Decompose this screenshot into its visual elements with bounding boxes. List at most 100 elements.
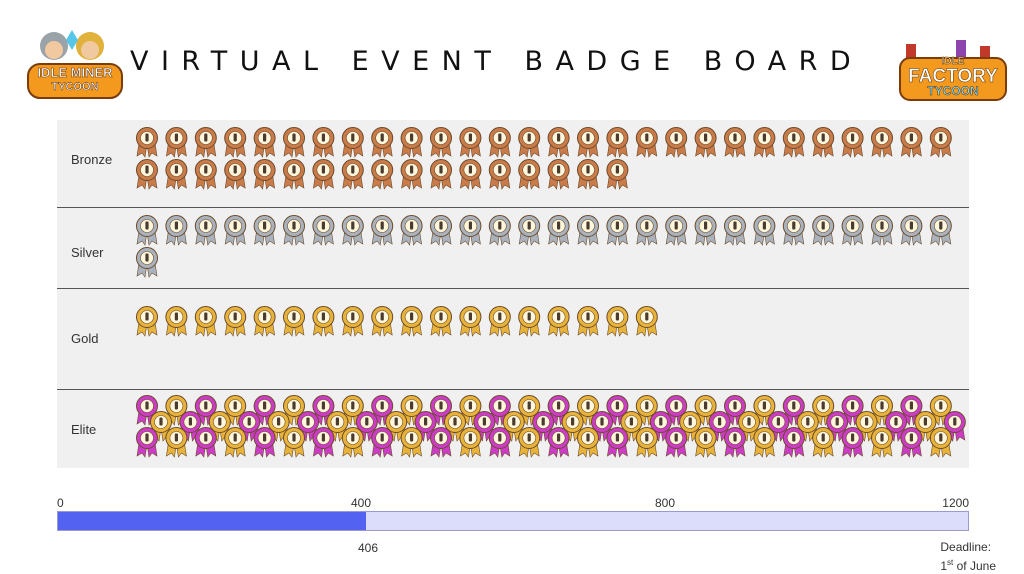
badge-icon: [312, 427, 335, 458]
idle-factory-logo-icon: [899, 40, 1007, 101]
badge-icon: [165, 127, 188, 158]
badge-icon: [253, 215, 276, 246]
badge-icon: [312, 159, 335, 190]
bronze-badges: [136, 127, 952, 190]
badge-icon: [400, 427, 423, 458]
badge-icon: [724, 127, 746, 158]
badge-icon: [341, 159, 364, 190]
badge-icon: [753, 127, 776, 158]
badge-icon: [194, 127, 217, 158]
badge-icon: [606, 306, 629, 337]
badge-icon: [547, 127, 570, 158]
badge-icon: [136, 215, 158, 246]
deadline-suffix: st: [947, 558, 954, 567]
badge-icon: [841, 127, 864, 158]
badge-icon: [900, 215, 923, 246]
badge-icon: [753, 215, 776, 246]
badge-icon: [812, 427, 835, 458]
badge-icon: [812, 215, 835, 246]
badge-icon: [165, 215, 188, 246]
badge-icon: [430, 306, 452, 337]
badge-icon: [430, 215, 452, 246]
badge-icon: [459, 215, 482, 246]
badge-icon: [430, 159, 452, 190]
badge-icon: [400, 215, 423, 246]
badge-icon: [165, 306, 188, 337]
badge-icon: [841, 215, 864, 246]
deadline-title: Deadline:: [940, 540, 992, 554]
badge-icon: [871, 215, 893, 246]
badge-icon: [665, 127, 688, 158]
badge-icon: [400, 306, 423, 337]
badge-icon: [488, 159, 511, 190]
badge-icon: [165, 159, 188, 190]
badge-icon: [665, 427, 688, 458]
badge-icon: [283, 215, 305, 246]
badge-icon: [577, 215, 599, 246]
idle-miner-logo-icon: [27, 30, 123, 99]
badge-icon: [518, 306, 541, 337]
badge-icon: [812, 127, 835, 158]
badge-icon: [459, 306, 482, 337]
logo-right-line-1: IDLE: [941, 56, 965, 68]
badge-icon: [635, 127, 658, 158]
badge-icon: [782, 215, 805, 246]
idle-factory-tycoon-logo: IDLE FACTORY TYCOON: [896, 40, 1010, 104]
badge-icon: [312, 306, 335, 337]
badge-icon: [194, 159, 217, 190]
axis-tick: 1200: [942, 496, 969, 510]
badge-icon: [283, 427, 305, 458]
badge-icon: [253, 427, 276, 458]
badge-icon: [194, 215, 217, 246]
badge-icon: [694, 215, 717, 246]
badge-icon: [194, 306, 217, 337]
badge-icon: [606, 427, 629, 458]
progress-bar: [57, 511, 969, 531]
badge-icon: [547, 427, 570, 458]
badge-icon: [253, 306, 276, 337]
badge-icon: [518, 427, 541, 458]
badge-icon: [518, 159, 541, 190]
badge-icon: [900, 127, 923, 158]
badge-icon: [283, 127, 305, 158]
badge-icon: [459, 427, 482, 458]
badge-icon: [577, 306, 599, 337]
axis-tick: 0: [57, 496, 64, 510]
logo-left-line-1: IDLE MINER: [37, 65, 113, 80]
badge-icon: [694, 427, 717, 458]
badge-icon: [371, 306, 394, 337]
badge-icon: [635, 306, 658, 337]
badge-icon: [400, 127, 423, 158]
badge-icon: [224, 215, 247, 246]
badge-icon: [430, 127, 452, 158]
row-gold: Gold: [57, 289, 969, 389]
badge-icon: [459, 127, 482, 158]
badge-icon: [341, 215, 364, 246]
badge-icon: [194, 427, 217, 458]
badge-icon: [165, 427, 188, 458]
row-divider: [57, 288, 969, 289]
badge-icon: [665, 395, 688, 426]
badge-icon: [518, 127, 541, 158]
badge-icon: [253, 159, 276, 190]
row-divider: [57, 389, 969, 390]
badge-icon: [547, 215, 570, 246]
badge-icon: [841, 427, 864, 458]
badge-icon: [488, 427, 511, 458]
row-bronze: Bronze: [57, 120, 969, 207]
badge-icon: [724, 215, 746, 246]
badge-icon: [224, 306, 247, 337]
badge-icon: [635, 427, 658, 458]
badge-icon: [871, 427, 893, 458]
axis-tick: 800: [654, 496, 676, 510]
badge-icon: [283, 159, 305, 190]
badge-icon: [724, 427, 746, 458]
badge-icon: [488, 127, 511, 158]
gold-badges: [136, 306, 658, 337]
badge-icon: [488, 306, 511, 337]
row-divider: [57, 207, 969, 208]
badge-icon: [371, 159, 394, 190]
badge-icon: [518, 215, 541, 246]
row-label: Elite: [71, 422, 97, 437]
badge-icon: [459, 159, 482, 190]
